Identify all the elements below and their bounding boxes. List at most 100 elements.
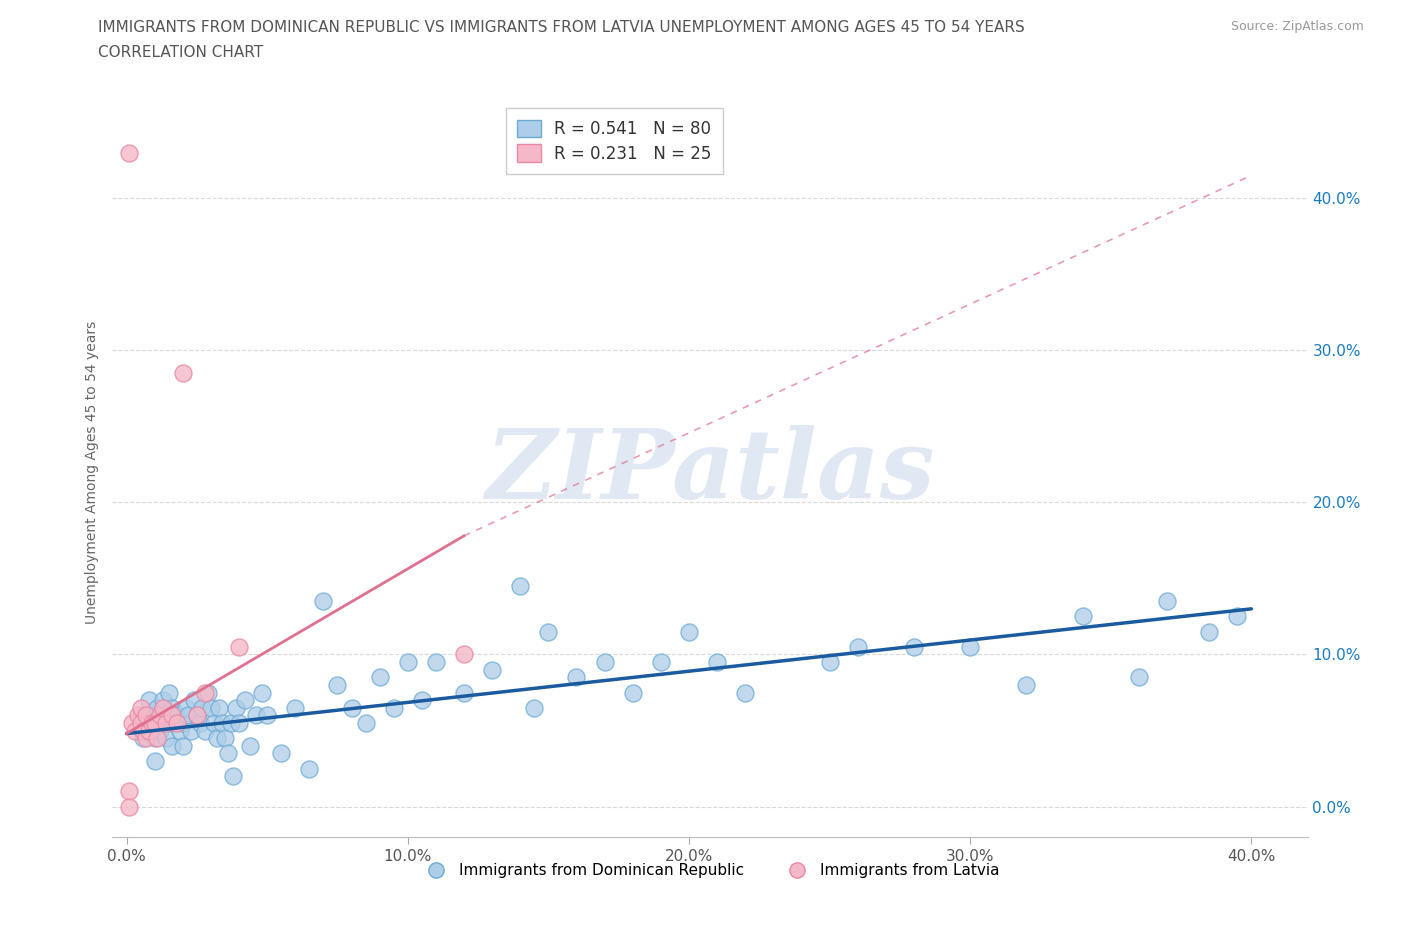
Point <box>157 685 180 700</box>
Point <box>239 738 262 753</box>
Point <box>453 685 475 700</box>
Point <box>245 708 267 723</box>
Point <box>186 708 208 723</box>
Point <box>138 724 160 738</box>
Point <box>186 708 208 723</box>
Point <box>152 693 174 708</box>
Point <box>180 724 202 738</box>
Point <box>678 624 700 639</box>
Point <box>129 700 152 715</box>
Point <box>143 715 166 730</box>
Point <box>172 715 194 730</box>
Point <box>135 731 157 746</box>
Point <box>138 693 160 708</box>
Point <box>118 784 141 799</box>
Point <box>1198 624 1220 639</box>
Point <box>1015 677 1038 692</box>
Point <box>509 578 531 593</box>
Point <box>256 708 278 723</box>
Point <box>593 655 616 670</box>
Point <box>208 700 231 715</box>
Point <box>1071 609 1094 624</box>
Point <box>124 724 146 738</box>
Point <box>129 708 152 723</box>
Point <box>191 700 214 715</box>
Point <box>411 693 433 708</box>
Point <box>425 655 447 670</box>
Point <box>127 708 149 723</box>
Point <box>177 708 200 723</box>
Point <box>194 685 217 700</box>
Point <box>211 715 233 730</box>
Point <box>453 647 475 662</box>
Point <box>172 738 194 753</box>
Point <box>141 715 163 730</box>
Point <box>312 594 335 609</box>
Point <box>650 655 672 670</box>
Point <box>166 708 188 723</box>
Point <box>959 640 981 655</box>
Point <box>146 700 169 715</box>
Point <box>382 700 405 715</box>
Point <box>202 715 225 730</box>
Point <box>129 715 152 730</box>
Point <box>326 677 349 692</box>
Point <box>734 685 756 700</box>
Point <box>298 761 321 776</box>
Point <box>368 670 391 684</box>
Point <box>222 769 245 784</box>
Point <box>340 700 363 715</box>
Point <box>141 724 163 738</box>
Point <box>284 700 307 715</box>
Point <box>706 655 728 670</box>
Point <box>155 715 177 730</box>
Point <box>166 715 188 730</box>
Point <box>846 640 869 655</box>
Point <box>174 700 197 715</box>
Point <box>1156 594 1178 609</box>
Point <box>354 715 377 730</box>
Point <box>200 700 222 715</box>
Point <box>143 731 166 746</box>
Point <box>217 746 239 761</box>
Point <box>903 640 925 655</box>
Point <box>135 708 157 723</box>
Text: CORRELATION CHART: CORRELATION CHART <box>98 45 263 60</box>
Point <box>118 799 141 814</box>
Point <box>188 715 211 730</box>
Point <box>132 731 155 746</box>
Point <box>152 700 174 715</box>
Point <box>1226 609 1249 624</box>
Point <box>143 708 166 723</box>
Point <box>250 685 273 700</box>
Point <box>121 715 143 730</box>
Point <box>228 640 250 655</box>
Point <box>228 715 250 730</box>
Text: IMMIGRANTS FROM DOMINICAN REPUBLIC VS IMMIGRANTS FROM LATVIA UNEMPLOYMENT AMONG : IMMIGRANTS FROM DOMINICAN REPUBLIC VS IM… <box>98 20 1025 35</box>
Point <box>160 700 183 715</box>
Point <box>818 655 841 670</box>
Text: ZIPatlas: ZIPatlas <box>485 425 935 519</box>
Point <box>233 693 256 708</box>
Point <box>197 685 219 700</box>
Text: Source: ZipAtlas.com: Source: ZipAtlas.com <box>1230 20 1364 33</box>
Point <box>565 670 588 684</box>
Point <box>270 746 292 761</box>
Point <box>146 731 169 746</box>
Point <box>135 715 157 730</box>
Point <box>118 145 141 160</box>
Point <box>1128 670 1150 684</box>
Point <box>396 655 419 670</box>
Point <box>149 708 172 723</box>
Legend: Immigrants from Dominican Republic, Immigrants from Latvia: Immigrants from Dominican Republic, Immi… <box>415 857 1005 884</box>
Point <box>183 693 205 708</box>
Point <box>481 662 503 677</box>
Point <box>157 708 180 723</box>
Point <box>621 685 644 700</box>
Point <box>169 724 191 738</box>
Point <box>194 724 217 738</box>
Point <box>523 700 546 715</box>
Point <box>163 715 186 730</box>
Point <box>214 731 236 746</box>
Y-axis label: Unemployment Among Ages 45 to 54 years: Unemployment Among Ages 45 to 54 years <box>84 320 98 624</box>
